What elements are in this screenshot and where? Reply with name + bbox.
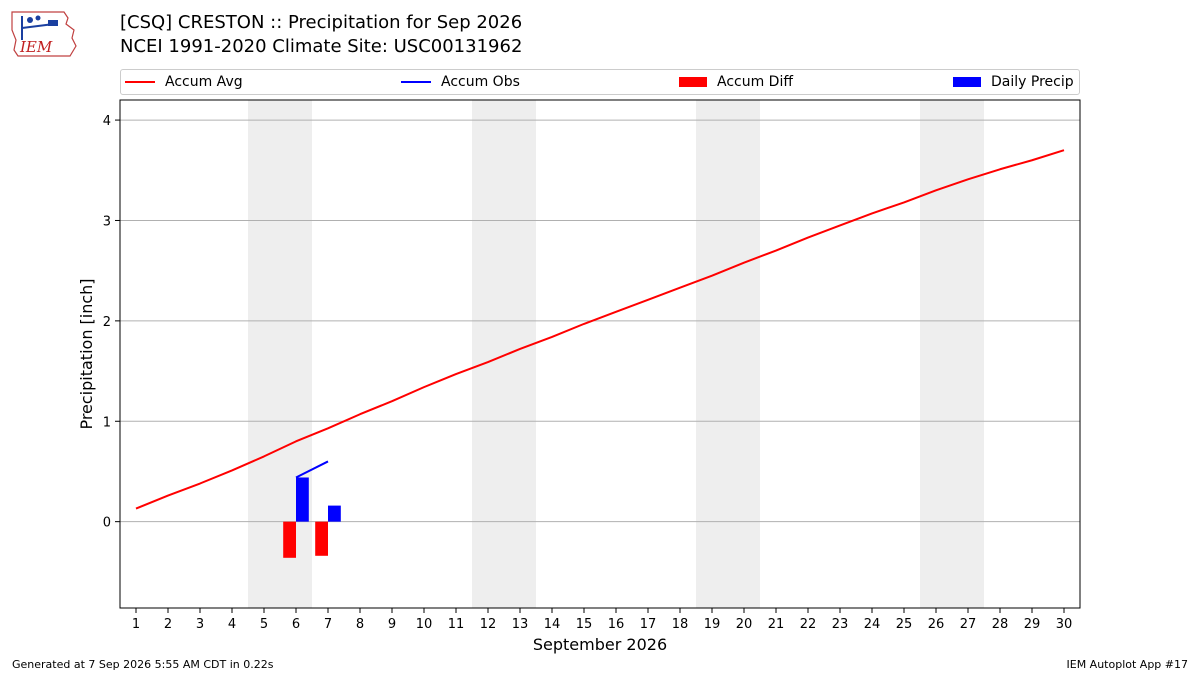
x-tick-label-15: 15 [576, 617, 593, 632]
x-tick-label-13: 13 [512, 617, 529, 632]
chart-title: [CSQ] CRESTON :: Precipitation for Sep 2… [120, 12, 523, 33]
y-tick-label-4: 4 [103, 114, 111, 129]
x-tick-label-12: 12 [480, 617, 497, 632]
x-tick-label-10: 10 [416, 617, 433, 632]
x-tick-label-7: 7 [324, 617, 332, 632]
y-tick-label-3: 3 [103, 214, 111, 229]
legend-swatch-accum-avg [125, 81, 155, 83]
legend-item-accum-avg: Accum Avg [125, 73, 243, 91]
x-tick-label-11: 11 [448, 617, 465, 632]
x-axis-label: September 2026 [533, 635, 667, 654]
x-tick-label-21: 21 [768, 617, 785, 632]
x-tick-label-16: 16 [608, 617, 625, 632]
x-tick-label-4: 4 [228, 617, 236, 632]
bar-daily-precip-day-7 [328, 505, 341, 522]
y-tick-label-0: 0 [103, 516, 111, 531]
x-tick-label-24: 24 [864, 617, 881, 632]
legend-item-daily-precip: Daily Precip [953, 73, 1074, 91]
weekend-band-3 [696, 100, 760, 608]
x-tick-label-22: 22 [800, 617, 817, 632]
legend-swatch-accum-diff [679, 77, 707, 87]
legend-label-accum-diff: Accum Diff [717, 74, 794, 90]
legend-label-accum-avg: Accum Avg [165, 74, 243, 90]
weekend-band-2 [472, 100, 536, 608]
iem-logo: IEM [11, 11, 77, 57]
x-tick-label-6: 6 [292, 617, 300, 632]
x-tick-label-1: 1 [132, 617, 140, 632]
x-tick-label-14: 14 [544, 617, 561, 632]
legend-item-accum-obs: Accum Obs [401, 73, 520, 91]
logo-text: IEM [19, 38, 53, 56]
plot-frame [119, 99, 1081, 609]
y-axis-label: Precipitation [inch] [77, 278, 96, 429]
weekend-band-4 [920, 100, 984, 608]
generated-footer: Generated at 7 Sep 2026 5:55 AM CDT in 0… [12, 658, 274, 671]
x-tick-label-3: 3 [196, 617, 204, 632]
legend: Accum Avg Accum Obs Accum Diff Daily Pre… [120, 69, 1080, 95]
x-tick-label-17: 17 [640, 617, 657, 632]
legend-label-daily-precip: Daily Precip [991, 74, 1074, 90]
x-tick-label-30: 30 [1056, 617, 1073, 632]
x-tick-label-9: 9 [388, 617, 396, 632]
line-accum-obs [295, 460, 329, 479]
x-tick-label-23: 23 [832, 617, 849, 632]
x-tick-label-8: 8 [356, 617, 364, 632]
x-tick-label-29: 29 [1024, 617, 1041, 632]
line-accum-avg [135, 149, 1065, 510]
x-tick-label-18: 18 [672, 617, 689, 632]
x-tick-label-2: 2 [164, 617, 172, 632]
y-tick-label-2: 2 [103, 315, 111, 330]
x-tick-label-28: 28 [992, 617, 1009, 632]
app-footer: IEM Autoplot App #17 [1066, 658, 1189, 671]
x-tick-label-27: 27 [960, 617, 977, 632]
legend-swatch-accum-obs [401, 81, 431, 83]
x-tick-label-26: 26 [928, 617, 945, 632]
legend-label-accum-obs: Accum Obs [441, 74, 520, 90]
x-tick-label-25: 25 [896, 617, 913, 632]
weekend-band-1 [248, 100, 312, 608]
x-tick-label-19: 19 [704, 617, 721, 632]
bar-accum-diff-day-6 [283, 521, 296, 558]
x-tick-label-20: 20 [736, 617, 753, 632]
legend-item-accum-diff: Accum Diff [679, 73, 793, 91]
bar-accum-diff-day-7 [315, 521, 328, 556]
chart-subtitle: NCEI 1991-2020 Climate Site: USC00131962 [120, 36, 523, 57]
bar-daily-precip-day-6 [296, 477, 309, 522]
y-tick-label-1: 1 [103, 415, 111, 430]
legend-swatch-daily-precip [953, 77, 981, 87]
x-tick-label-5: 5 [260, 617, 268, 632]
